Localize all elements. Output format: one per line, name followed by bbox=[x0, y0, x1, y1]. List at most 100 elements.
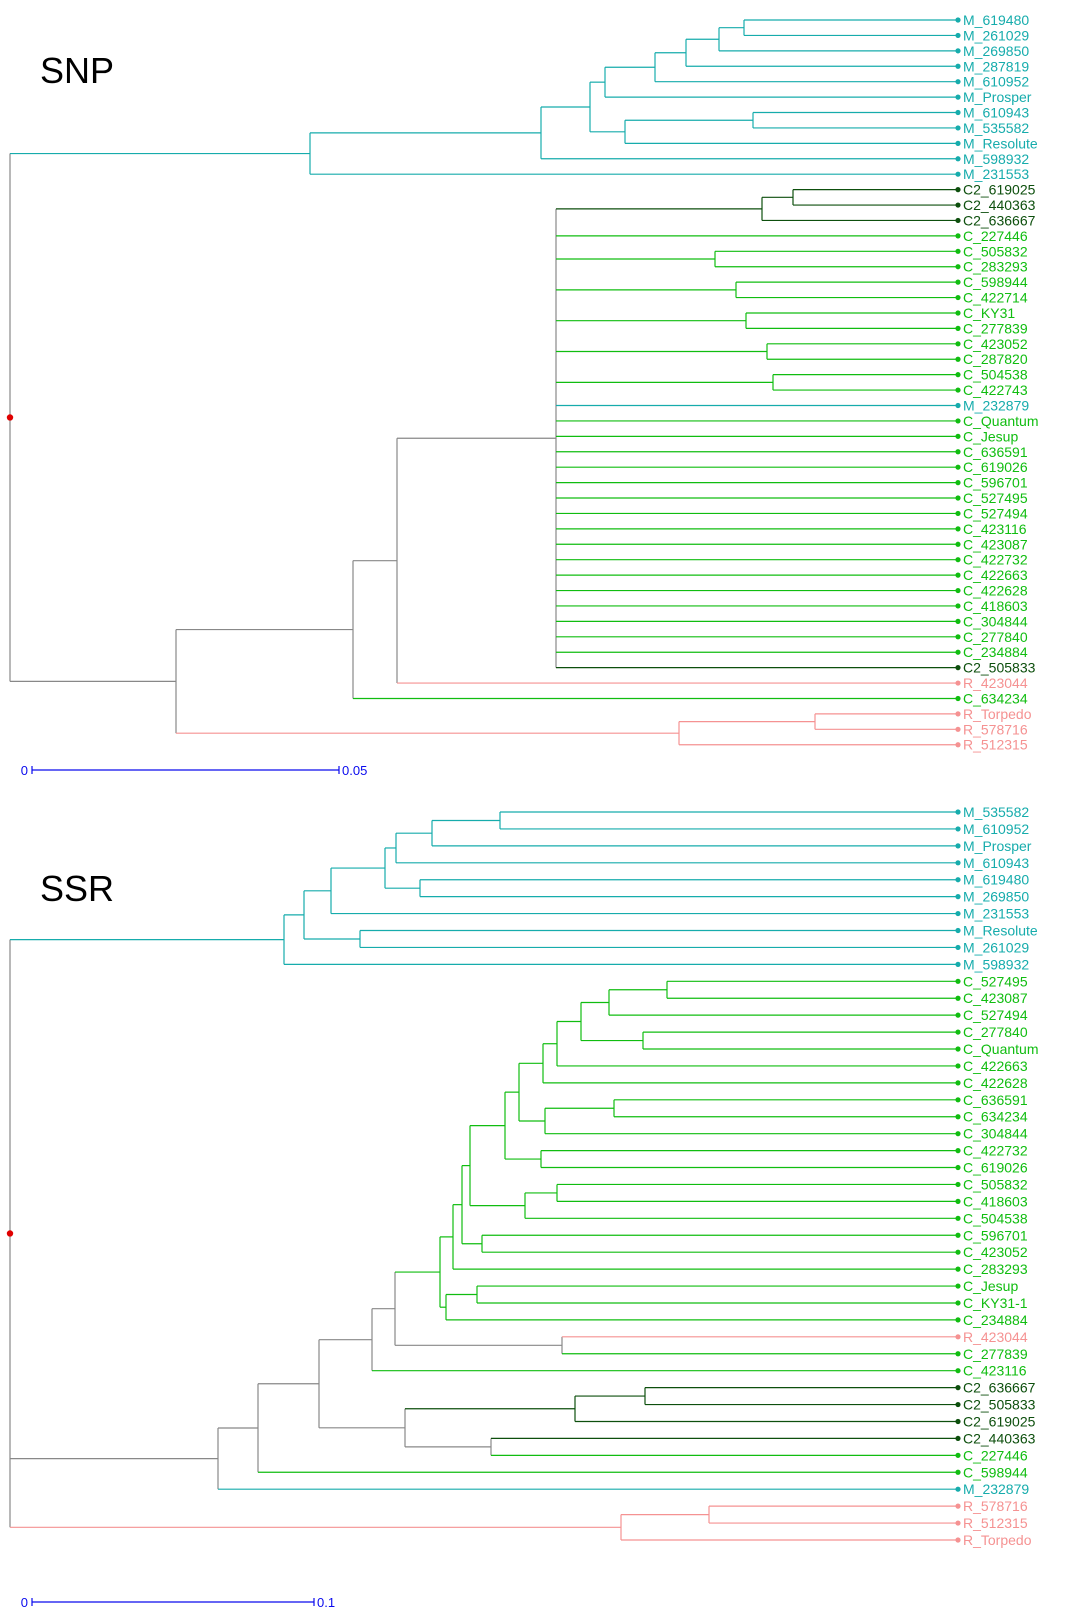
ssr-leaf-label: C_Quantum bbox=[963, 1041, 1038, 1057]
ssr-leaf-dot bbox=[955, 1232, 961, 1238]
ssr-leaf-label: M_232879 bbox=[963, 1481, 1029, 1497]
ssr-leaf-label: C_234884 bbox=[963, 1312, 1028, 1328]
ssr-leaf-label: C_504538 bbox=[963, 1210, 1028, 1226]
ssr-leaf-dot bbox=[955, 1063, 961, 1069]
snp-leaf-dot bbox=[955, 341, 961, 347]
ssr-leaf-dot bbox=[955, 1435, 961, 1442]
snp-leaf-dot bbox=[955, 217, 961, 224]
snp-leaf-label: M_598932 bbox=[963, 151, 1029, 167]
snp-leaf-label: C_505832 bbox=[963, 243, 1028, 259]
ssr-leaf-label: C_227446 bbox=[963, 1447, 1028, 1463]
snp-leaf-dot bbox=[955, 480, 961, 486]
ssr-leaf-label: C2_636667 bbox=[963, 1380, 1036, 1396]
ssr-leaf-dot bbox=[955, 1300, 961, 1306]
snp-leaf-dot bbox=[955, 264, 961, 270]
ssr-leaf-label: C_636591 bbox=[963, 1092, 1028, 1108]
ssr-leaf-dot bbox=[955, 1198, 961, 1204]
snp-leaf-dot bbox=[955, 94, 961, 100]
snp-leaf-label: M_535582 bbox=[963, 120, 1029, 136]
snp-leaf-label: C_227446 bbox=[963, 228, 1028, 244]
ssr-leaf-label: C_277840 bbox=[963, 1024, 1028, 1040]
ssr-leaf-dot bbox=[955, 1249, 961, 1255]
snp-leaf-dot bbox=[955, 541, 961, 547]
snp-leaf-label: C_634234 bbox=[963, 690, 1028, 706]
ssr-root-marker bbox=[6, 1230, 14, 1237]
ssr-leaf-dot bbox=[955, 1317, 961, 1323]
ssr-leaf-label: C_418603 bbox=[963, 1193, 1028, 1209]
ssr-leaf-dot bbox=[955, 1520, 961, 1526]
ssr-leaf-dot bbox=[955, 910, 961, 917]
ssr-dendrogram: M_535582M_610952M_ProsperM_610943M_61948… bbox=[6, 804, 1038, 1610]
ssr-leaf-label: C_277839 bbox=[963, 1346, 1028, 1362]
snp-dendrogram: M_619480M_261029M_269850M_287819M_610952… bbox=[6, 12, 1038, 778]
snp-leaf-dot bbox=[955, 464, 961, 470]
snp-leaf-dot bbox=[955, 495, 961, 501]
snp-leaf-label: M_Resolute bbox=[963, 135, 1038, 151]
snp-leaf-label: R_Torpedo bbox=[963, 706, 1032, 722]
snp-leaf-dot bbox=[955, 526, 961, 532]
ssr-leaf-label: C_596701 bbox=[963, 1227, 1028, 1243]
snp-leaf-label: C_304844 bbox=[963, 613, 1028, 629]
snp-leaf-dot bbox=[955, 557, 961, 563]
snp-leaf-dot bbox=[955, 294, 961, 301]
ssr-leaf-dot bbox=[955, 1181, 961, 1188]
ssr-leaf-label: M_Prosper bbox=[963, 838, 1032, 854]
snp-leaf-dot bbox=[955, 665, 961, 671]
snp-leaf-dot bbox=[955, 17, 961, 23]
snp-leaf-dot bbox=[955, 402, 961, 409]
snp-leaf-dot bbox=[955, 187, 961, 193]
snp-leaf-label: M_610943 bbox=[963, 105, 1029, 121]
ssr-leaf-label: C_422628 bbox=[963, 1075, 1028, 1091]
ssr-leaf-dot bbox=[955, 927, 961, 934]
ssr-leaf-dot bbox=[955, 995, 961, 1001]
snp-leaf-dot bbox=[955, 325, 961, 331]
ssr-leaf-label: C_634234 bbox=[963, 1109, 1028, 1125]
ssr-leaf-label: C2_440363 bbox=[963, 1430, 1036, 1446]
ssr-leaf-label: R_Torpedo bbox=[963, 1532, 1032, 1548]
ssr-leaf-label: C_Jesup bbox=[963, 1278, 1018, 1294]
snp-leaf-dot bbox=[955, 618, 961, 624]
snp-leaf-dot bbox=[955, 649, 961, 655]
snp-leaf-label: C_422714 bbox=[963, 290, 1028, 306]
ssr-leaf-dot bbox=[955, 1164, 961, 1171]
snp-leaf-label: C_527494 bbox=[963, 505, 1028, 521]
ssr-leaf-label: M_231553 bbox=[963, 906, 1029, 922]
ssr-leaf-dot bbox=[955, 1452, 961, 1458]
snp-leaf-label: C_Quantum bbox=[963, 413, 1038, 429]
ssr-leaf-label: M_610943 bbox=[963, 855, 1029, 871]
ssr-leaf-dot bbox=[955, 1418, 961, 1425]
snp-leaf-label: C_619026 bbox=[963, 459, 1028, 475]
ssr-leaf-dot bbox=[955, 894, 961, 900]
ssr-leaf-label: R_423044 bbox=[963, 1329, 1028, 1345]
snp-leaf-label: M_232879 bbox=[963, 398, 1029, 414]
snp-leaf-dot bbox=[955, 680, 961, 686]
snp-leaf-label: M_Prosper bbox=[963, 89, 1032, 105]
snp-leaf-dot bbox=[955, 587, 961, 594]
snp-leaf-label: C_277839 bbox=[963, 320, 1028, 336]
ssr-leaf-label: C_423087 bbox=[963, 990, 1028, 1006]
snp-leaf-dot bbox=[955, 711, 961, 717]
snp-scale-start-label: 0 bbox=[21, 763, 28, 778]
snp-leaf-dot bbox=[955, 48, 961, 54]
ssr-leaf-dot bbox=[955, 1215, 961, 1221]
ssr-leaf-dot bbox=[955, 877, 961, 883]
ssr-leaf-label: C_KY31-1 bbox=[963, 1295, 1028, 1311]
snp-leaf-label: R_423044 bbox=[963, 675, 1028, 691]
ssr-leaf-dot bbox=[955, 809, 961, 815]
snp-leaf-dot bbox=[955, 726, 961, 732]
snp-leaf-dot bbox=[955, 79, 961, 85]
snp-leaf-dot bbox=[955, 233, 961, 239]
ssr-leaf-label: C_422732 bbox=[963, 1143, 1028, 1159]
snp-leaf-label: C_636591 bbox=[963, 444, 1028, 460]
ssr-leaf-dot bbox=[955, 978, 961, 984]
snp-leaf-dot bbox=[955, 418, 961, 424]
ssr-leaf-dot bbox=[955, 1537, 961, 1543]
ssr-leaf-label: C_423052 bbox=[963, 1244, 1028, 1260]
ssr-leaf-label: C_598944 bbox=[963, 1464, 1028, 1480]
snp-leaf-dot bbox=[955, 603, 961, 609]
snp-leaf-dot bbox=[955, 109, 961, 116]
ssr-leaf-dot bbox=[955, 1503, 961, 1509]
snp-leaf-label: C_422628 bbox=[963, 583, 1028, 599]
ssr-scale-end-label: 0.1 bbox=[317, 1595, 335, 1610]
ssr-leaf-label: C_527495 bbox=[963, 973, 1028, 989]
